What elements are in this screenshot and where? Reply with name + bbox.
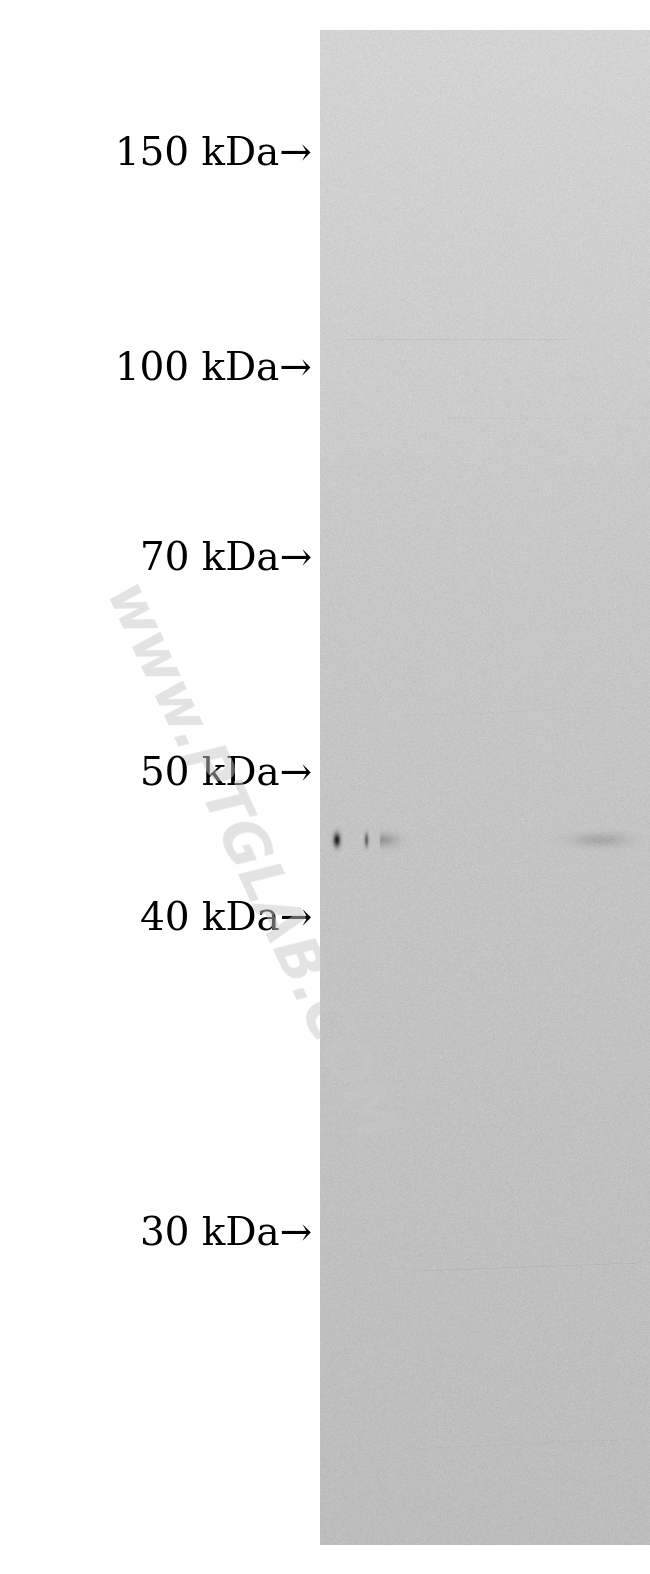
Text: 30 kDa→: 30 kDa→: [140, 1217, 312, 1253]
Text: 150 kDa→: 150 kDa→: [115, 137, 312, 173]
Text: 70 kDa→: 70 kDa→: [140, 541, 312, 579]
Text: 50 kDa→: 50 kDa→: [140, 757, 312, 793]
Text: 40 kDa→: 40 kDa→: [140, 902, 312, 938]
Text: 100 kDa→: 100 kDa→: [115, 351, 312, 389]
Text: www.PTGLAB.COM: www.PTGLAB.COM: [92, 578, 402, 1154]
